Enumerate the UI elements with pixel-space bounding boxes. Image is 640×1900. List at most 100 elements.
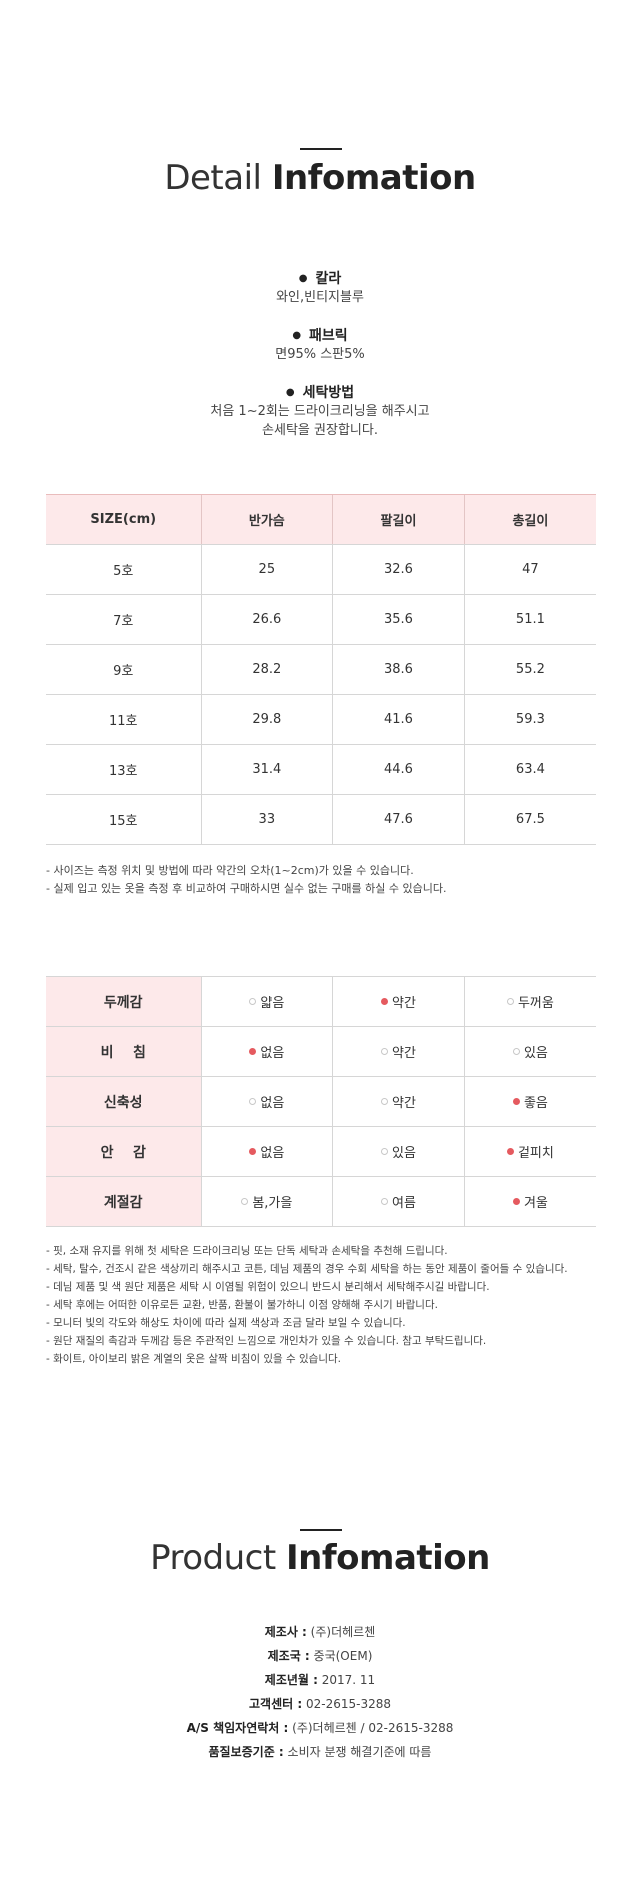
table-row: 두께감 얇음 약간 두꺼움 [46,976,596,1027]
value-cell: 28.2 [200,644,333,695]
feel-option: 겨울 [512,1192,548,1211]
care-notes: - 핏, 소재 유지를 위해 첫 세탁은 드라이크리닝 또는 단독 세탁과 손세… [46,1242,606,1368]
info-value: 중국(OEM) [309,1649,373,1663]
value-cell: 41.6 [332,694,465,745]
header-cell: SIZE(cm) [46,494,201,545]
spec-value: 면95% 스판5% [275,347,365,362]
note-line: - 세탁, 탈수, 건조시 같은 색상끼리 해주시고 코튼, 데님 제품의 경우… [46,1263,568,1275]
info-value: 02-2615-3288 [302,1697,391,1711]
size-cell: 9호 [46,644,201,695]
size-cell: 11호 [46,694,201,745]
spec-fabric: ● 패브릭 면95% 스판5% [0,327,640,364]
info-key: 제조국 : [267,1649,310,1663]
option-text: 좋음 [523,1096,548,1111]
feel-option: 없음 [249,1042,284,1061]
value-cell: 35.6 [332,594,465,645]
option-text: 약간 [392,996,416,1011]
option-text: 얇음 [260,996,285,1011]
detail-heading-bold: Infomation [271,158,476,198]
feel-option: 두꺼움 [506,992,554,1011]
feel-option: 봄,가을 [241,1192,292,1211]
list-item: 제조사 : (주)더헤르첸 [0,1620,640,1644]
info-key: 품질보증기준 : [208,1745,284,1759]
size-table-header: SIZE(cm) 반가슴 팔길이 총길이 [46,494,596,545]
table-row: 13호 31.4 44.6 63.4 [46,744,596,795]
radio-empty-icon [381,1048,389,1055]
value-cell: 25 [200,544,333,595]
radio-empty-icon [381,1148,389,1155]
list-item: A/S 책임자연락처 : (주)더헤르첸 / 02-2615-3288 [0,1716,640,1740]
list-item: 제조년월 : 2017. 11 [0,1668,640,1692]
size-notes: - 사이즈는 측정 위치 및 방법에 따라 약간의 오차(1~2cm)가 있을 … [46,862,606,898]
spec-value: 처음 1~2회는 드라이크리닝을 해주시고 [210,404,430,419]
option-text: 봄,가을 [252,1196,293,1211]
bullet-icon: ● [285,387,295,398]
fabric-feel-table: 두께감 얇음 약간 두꺼움 비 침 없음 약간 있음 신축성 없음 약간 좋음 … [46,976,596,1227]
radio-empty-icon [381,1098,389,1105]
value-cell: 47 [463,544,596,595]
note-line: - 데님 제품 및 색 원단 제품은 세탁 시 이염될 위험이 있으니 반드시 … [46,1281,490,1293]
feel-option: 약간 [381,1042,416,1061]
value-cell: 31.4 [200,744,333,795]
note-line: - 화이트, 아이보리 밝은 계열의 옷은 살짝 비침이 있을 수 있습니다. [46,1353,341,1365]
table-row: 안 감 없음 있음 겉피치 [46,1126,596,1177]
info-value: 2017. 11 [317,1673,376,1687]
size-table: SIZE(cm) 반가슴 팔길이 총길이 5호 25 32.6 47 7호 26… [46,494,596,845]
note-line: - 실제 입고 있는 옷을 측정 후 비교하여 구매하시면 실수 없는 구매를 … [46,882,447,895]
info-value: (주)더헤르첸 / 02-2615-3288 [288,1721,454,1735]
option-text: 약간 [392,1046,416,1061]
feel-label: 두께감 [46,976,201,1027]
table-row: 계절감 봄,가을 여름 겨울 [46,1176,596,1227]
table-row: 15호 33 47.6 67.5 [46,794,596,845]
value-cell: 67.5 [463,794,596,845]
product-heading: Product Infomation [0,1538,640,1578]
feel-option: 약간 [381,1092,416,1111]
value-cell: 38.6 [332,644,465,695]
info-key: A/S 책임자연락처 : [186,1721,289,1735]
list-item: 제조국 : 중국(OEM) [0,1644,640,1668]
note-line: - 원단 재질의 촉감과 두께감 등은 주관적인 느낌으로 개인차가 있을 수 … [46,1335,487,1347]
feel-label: 비 침 [46,1026,201,1077]
option-text: 겉피치 [517,1146,554,1161]
feel-option: 있음 [512,1042,548,1061]
radio-filled-icon [512,1198,520,1205]
info-key: 고객센터 : [249,1697,303,1711]
spec-washing: ● 세탁방법 처음 1~2회는 드라이크리닝을 해주시고 손세탁을 권장합니다. [0,384,640,440]
feel-option: 좋음 [512,1092,548,1111]
option-text: 있음 [392,1146,416,1161]
product-heading-thin: Product [150,1538,276,1578]
radio-empty-icon [381,1198,389,1205]
info-key: 제조사 : [264,1625,307,1639]
feel-option: 얇음 [249,992,284,1011]
feel-option: 없음 [249,1142,284,1161]
header-cell: 반가슴 [200,494,333,545]
table-row: 5호 25 32.6 47 [46,544,596,595]
spec-value: 손세탁을 권장합니다. [262,423,378,438]
feel-option: 겉피치 [506,1142,554,1161]
bullet-icon: ● [292,330,302,341]
note-line: - 핏, 소재 유지를 위해 첫 세탁은 드라이크리닝 또는 단독 세탁과 손세… [46,1245,448,1257]
spec-title: 패브릭 [309,328,348,344]
product-info-list: 제조사 : (주)더헤르첸 제조국 : 중국(OEM) 제조년월 : 2017.… [0,1620,640,1764]
info-value: 소비자 분쟁 해결기준에 따름 [283,1745,432,1759]
info-key: 제조년월 : [264,1673,318,1687]
radio-filled-icon [249,1148,257,1155]
radio-filled-icon [381,998,389,1005]
radio-empty-icon [249,998,257,1005]
table-row: 11호 29.8 41.6 59.3 [46,694,596,745]
value-cell: 32.6 [332,544,465,595]
table-row: 9호 28.2 38.6 55.2 [46,644,596,695]
value-cell: 51.1 [463,594,596,645]
value-cell: 63.4 [463,744,596,795]
bullet-icon: ● [298,273,308,284]
size-cell: 5호 [46,544,201,595]
option-text: 없음 [260,1046,285,1061]
radio-empty-icon [249,1098,257,1105]
table-row: 신축성 없음 약간 좋음 [46,1076,596,1127]
option-text: 있음 [523,1046,548,1061]
value-cell: 47.6 [332,794,465,845]
product-heading-bold: Infomation [286,1538,490,1578]
value-cell: 26.6 [200,594,333,645]
feel-label: 계절감 [46,1176,201,1227]
note-line: - 모니터 빛의 각도와 해상도 차이에 따라 실제 색상과 조금 달라 보일 … [46,1317,406,1329]
